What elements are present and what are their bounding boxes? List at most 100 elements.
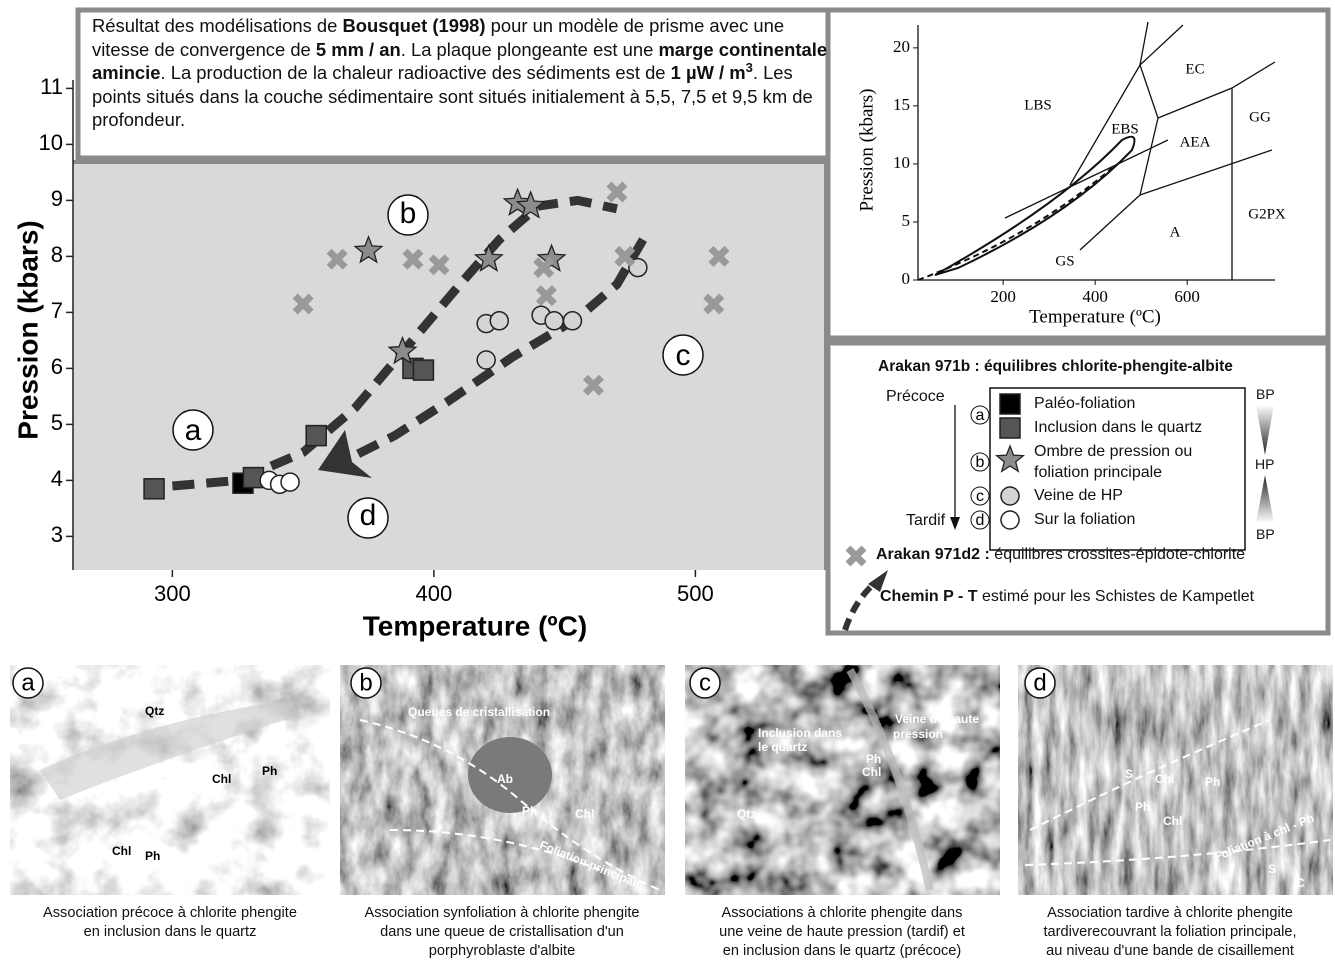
legend-marker: [1001, 511, 1019, 529]
caption-line: Association synfoliation à chlorite phen…: [337, 904, 667, 923]
data-point: [490, 312, 508, 330]
legend-entry: Sur la foliation: [1034, 511, 1135, 529]
x-axis-label: Temperature (ºC): [363, 610, 587, 641]
photo-label: Chl: [862, 765, 881, 779]
description-segment: . La production de la chaleur radioactiv…: [161, 62, 671, 83]
facies-label: G2PX: [1248, 206, 1286, 222]
photo-label: Qtz: [145, 704, 164, 718]
photo-label: Ab: [497, 772, 513, 786]
photo-label: Ph: [145, 849, 160, 863]
x-tick-label: 200: [990, 287, 1016, 306]
photo-letter: a: [21, 669, 35, 696]
x-tick-label: 400: [1082, 287, 1108, 306]
y-tick-label: 10: [893, 153, 910, 172]
legend-marker: [1000, 394, 1020, 414]
description-segment: Résultat des modélisations de: [92, 15, 342, 36]
y-tick-label: 3: [51, 522, 63, 547]
annotation: c: [676, 339, 691, 372]
description: Résultat des modélisations de Bousquet (…: [92, 14, 837, 132]
photo-label: Qtz: [737, 807, 756, 821]
legend-letter: a: [976, 407, 985, 424]
legend-title: Arakan 971b : équilibres chlorite-phengi…: [878, 358, 1233, 376]
inset-y-label: Pression (kbars): [856, 89, 877, 212]
annotation: d: [360, 499, 377, 532]
y-tick-label: 5: [902, 211, 911, 230]
y-axis-label: Pression (kbars): [12, 220, 43, 439]
legend-entry: Paléo-foliation: [1034, 395, 1135, 413]
photo-label: Veine de haute: [895, 712, 979, 726]
caption-line: Associations à chlorite phengite dans: [677, 904, 1007, 923]
legend-entry-text: estimé pour les Schistes de Kampetlet: [982, 588, 1254, 605]
caption: Association précoce à chlorite phengitee…: [5, 904, 335, 942]
y-tick-label: 9: [51, 186, 63, 211]
photo-label: Chl: [1163, 814, 1182, 828]
y-tick-label: 8: [51, 242, 63, 267]
photo-label: Chl: [1155, 772, 1174, 786]
data-point: [144, 479, 164, 499]
legend-entry-name: Chemin P - T: [880, 588, 978, 605]
figure: Pression (kbars) Temperature (ºC) a b c …: [0, 0, 1335, 965]
legend-letter: d: [976, 512, 985, 529]
y-tick-label: 0: [902, 269, 911, 288]
photo-b: b Queues de cristallisation Ab Chl Ph Fo…: [340, 665, 665, 895]
caption-line: en inclusion dans le quartz: [5, 923, 335, 942]
legend-marker: [1000, 418, 1020, 438]
y-tick-label: 6: [51, 354, 63, 379]
photo-label: C: [1296, 876, 1305, 890]
y-tick-label: 5: [51, 410, 63, 435]
legend-late: Tardif: [906, 512, 945, 530]
photo-label: Ph: [522, 804, 537, 818]
data-point: [477, 351, 495, 369]
description-segment: 1 µW / m: [671, 62, 746, 83]
caption: Association synfoliation à chlorite phen…: [337, 904, 667, 961]
y-tick-label: 4: [51, 466, 63, 491]
legend-entry: Ombre de pression ou foliation principal…: [1034, 441, 1214, 483]
facies-label: A: [1170, 224, 1181, 240]
caption-line: dans une queue de cristallisation d'un: [337, 923, 667, 942]
caption-line: porphyroblaste d'albite: [337, 942, 667, 961]
legend-entry: Inclusion dans le quartz: [1034, 419, 1202, 437]
legend-pressure: HP: [1255, 456, 1274, 472]
data-point: [281, 473, 299, 491]
photo-letter: c: [699, 669, 711, 696]
photo-label: Chl: [112, 844, 131, 858]
legend-letter: b: [976, 454, 985, 471]
y-tick-label: 7: [51, 298, 63, 323]
photo-c: c Inclusion dans le quartz Veine de haut…: [685, 665, 1000, 895]
description-segment: 5 mm / an: [316, 39, 401, 60]
photo-label: Chl: [575, 807, 594, 821]
photo-letter: b: [359, 669, 372, 696]
description-segment: 3: [746, 60, 753, 75]
annotation: a: [185, 414, 202, 447]
photo-label: le quartz: [758, 740, 807, 754]
inset-x-label: Temperature (ºC): [1029, 306, 1161, 327]
legend-entry: Veine de HP: [1034, 487, 1123, 505]
legend-pressure: BP: [1256, 386, 1275, 402]
legend-entry-name: Arakan 971d2 :: [876, 546, 990, 563]
facies-label: EBS: [1111, 121, 1139, 137]
data-point: [545, 312, 563, 330]
photo-label: S: [1125, 767, 1133, 781]
photo-label: Ph: [262, 764, 277, 778]
legend-entry-text: équilibres crossites-épidote-chlorite: [994, 546, 1245, 563]
annotation: b: [400, 197, 417, 230]
caption-line: Association tardive à chlorite phengite: [1005, 904, 1335, 923]
facies-label: EC: [1185, 61, 1204, 77]
photo-d: d S Chl Ph Ph Chl Foliation à chl - Ph S…: [1018, 665, 1333, 895]
y-tick-label: 20: [893, 37, 910, 56]
photo: [685, 665, 1000, 895]
caption-line: une veine de haute pression (tardif) et: [677, 923, 1007, 942]
caption-line: au niveau d'une bande de cisaillement: [1005, 942, 1335, 961]
photo-label: Ph: [866, 752, 881, 766]
y-tick-label: 15: [893, 95, 910, 114]
legend-pressure: BP: [1256, 526, 1275, 542]
legend-marker: [1001, 487, 1019, 505]
x-tick-label: 500: [677, 581, 714, 606]
caption-line: en inclusion dans le quartz (précoce): [677, 942, 1007, 961]
facies-label: GG: [1249, 109, 1271, 125]
legend-letter: c: [976, 488, 984, 505]
description-segment: . La plaque plongeante est une: [401, 39, 659, 60]
data-point: [563, 312, 581, 330]
